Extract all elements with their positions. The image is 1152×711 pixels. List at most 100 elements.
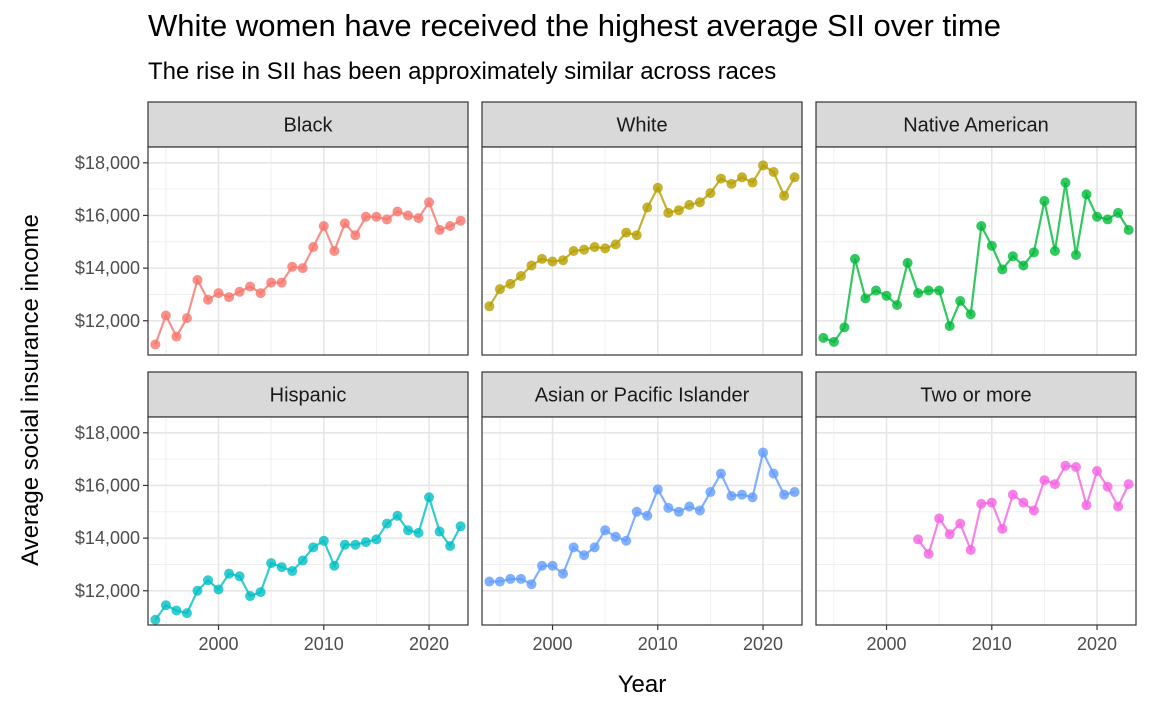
strip-native-american — [815, 101, 1137, 148]
data-point-black — [255, 288, 266, 299]
data-point-asian-or-pacific-islander — [494, 576, 505, 587]
data-point-asian-or-pacific-islander — [694, 505, 705, 516]
x-tick-label: 2010 — [972, 634, 1012, 654]
data-point-hispanic — [360, 537, 371, 548]
data-point-asian-or-pacific-islander — [758, 447, 769, 458]
x-tick-label: 2000 — [533, 634, 573, 654]
data-point-two-or-more — [944, 529, 955, 540]
data-point-native-american — [997, 264, 1008, 275]
data-point-native-american — [923, 285, 934, 296]
x-tick-label: 2000 — [867, 634, 907, 654]
data-point-native-american — [818, 332, 829, 343]
data-point-two-or-more — [923, 548, 934, 559]
data-point-native-american — [849, 253, 860, 264]
data-point-asian-or-pacific-islander — [779, 489, 790, 500]
data-point-asian-or-pacific-islander — [705, 487, 716, 498]
data-point-black — [224, 292, 235, 303]
data-point-black — [213, 288, 224, 299]
data-point-hispanic — [160, 600, 171, 611]
data-point-two-or-more — [1123, 479, 1134, 490]
panel-border — [481, 416, 803, 626]
x-tick-label: 2000 — [199, 634, 239, 654]
y-tick-label: $18,000 — [75, 153, 140, 173]
strip-label-hispanic: Hispanic — [270, 385, 347, 407]
data-point-hispanic — [308, 542, 319, 553]
data-point-asian-or-pacific-islander — [715, 468, 726, 479]
data-point-black — [392, 206, 403, 217]
data-point-white — [779, 190, 790, 201]
data-point-native-american — [1113, 207, 1124, 218]
data-point-hispanic — [413, 527, 424, 538]
data-point-asian-or-pacific-islander — [610, 531, 621, 542]
data-point-native-american — [1049, 246, 1060, 256]
data-point-black — [339, 218, 350, 229]
data-point-white — [652, 182, 663, 193]
data-point-asian-or-pacific-islander — [547, 560, 558, 571]
data-point-black — [287, 261, 298, 272]
x-tick-label: 2020 — [743, 634, 783, 654]
data-point-white — [484, 301, 495, 312]
data-point-black — [371, 211, 382, 222]
data-point-white — [515, 271, 526, 282]
data-point-black — [413, 213, 424, 224]
data-point-native-american — [965, 309, 976, 320]
data-point-asian-or-pacific-islander — [684, 501, 695, 512]
data-point-white — [673, 205, 684, 216]
data-point-black — [445, 220, 456, 231]
data-point-native-american — [1007, 251, 1018, 262]
data-point-white — [789, 172, 800, 183]
data-point-native-american — [871, 285, 881, 296]
data-point-black — [403, 210, 413, 221]
data-point-white — [747, 177, 758, 188]
data-point-two-or-more — [986, 497, 997, 508]
data-point-two-or-more — [1039, 475, 1050, 486]
data-point-hispanic — [371, 534, 382, 545]
data-point-white — [589, 242, 600, 253]
data-point-hispanic — [255, 587, 266, 598]
data-point-native-american — [860, 293, 871, 304]
data-point-native-american — [902, 257, 913, 268]
strip-two-or-more — [815, 371, 1137, 418]
data-point-hispanic — [434, 526, 445, 537]
data-point-native-american — [976, 220, 987, 231]
data-point-black — [381, 214, 392, 225]
strip-label-native-american: Native American — [903, 115, 1049, 137]
panel-border — [147, 416, 469, 626]
data-point-hispanic — [381, 518, 392, 529]
panel-border — [481, 146, 803, 356]
data-point-black — [297, 263, 308, 274]
data-point-black — [245, 281, 256, 292]
data-point-two-or-more — [1081, 500, 1092, 511]
panel-black: Black $12,000 $14,000 $16,000 $18,000 — [75, 101, 469, 356]
data-point-native-american — [955, 296, 966, 307]
data-point-asian-or-pacific-islander — [737, 489, 747, 500]
data-point-native-american — [1018, 260, 1029, 271]
y-axis-title: Average social insurance income — [17, 214, 44, 566]
data-point-white — [505, 278, 516, 289]
data-point-hispanic — [150, 614, 161, 625]
data-point-black — [203, 294, 213, 305]
data-point-black — [150, 339, 161, 350]
data-point-hispanic — [392, 510, 403, 521]
x-axis-title: Year — [618, 671, 667, 698]
panel-two-or-more: Two or more 2000 2010 2020 — [815, 371, 1137, 654]
x-tick-label: 2010 — [638, 634, 678, 654]
x-tick-label: 2010 — [304, 634, 344, 654]
x-tick-label: 2020 — [409, 634, 449, 654]
panel-white: White — [481, 101, 803, 356]
panel-background — [816, 417, 1136, 625]
data-point-black — [424, 197, 435, 208]
y-tick-label: $12,000 — [75, 311, 140, 331]
data-point-hispanic — [192, 585, 203, 596]
data-point-hispanic — [181, 608, 192, 619]
panels-layer: Black $12,000 $14,000 $16,000 $18,000 White Na… — [75, 101, 1137, 654]
data-point-hispanic — [455, 521, 466, 532]
panel-hispanic: Hispanic $12,000 $14,000 $16,000 $18,000 2000… — [75, 371, 469, 654]
data-point-two-or-more — [913, 534, 924, 545]
data-point-white — [768, 167, 779, 178]
data-point-white — [663, 207, 674, 218]
data-point-two-or-more — [997, 523, 1008, 534]
strip-label-asian-or-pacific-islander: Asian or Pacific Islander — [535, 385, 750, 407]
data-point-asian-or-pacific-islander — [631, 506, 642, 517]
data-point-two-or-more — [1049, 479, 1060, 490]
